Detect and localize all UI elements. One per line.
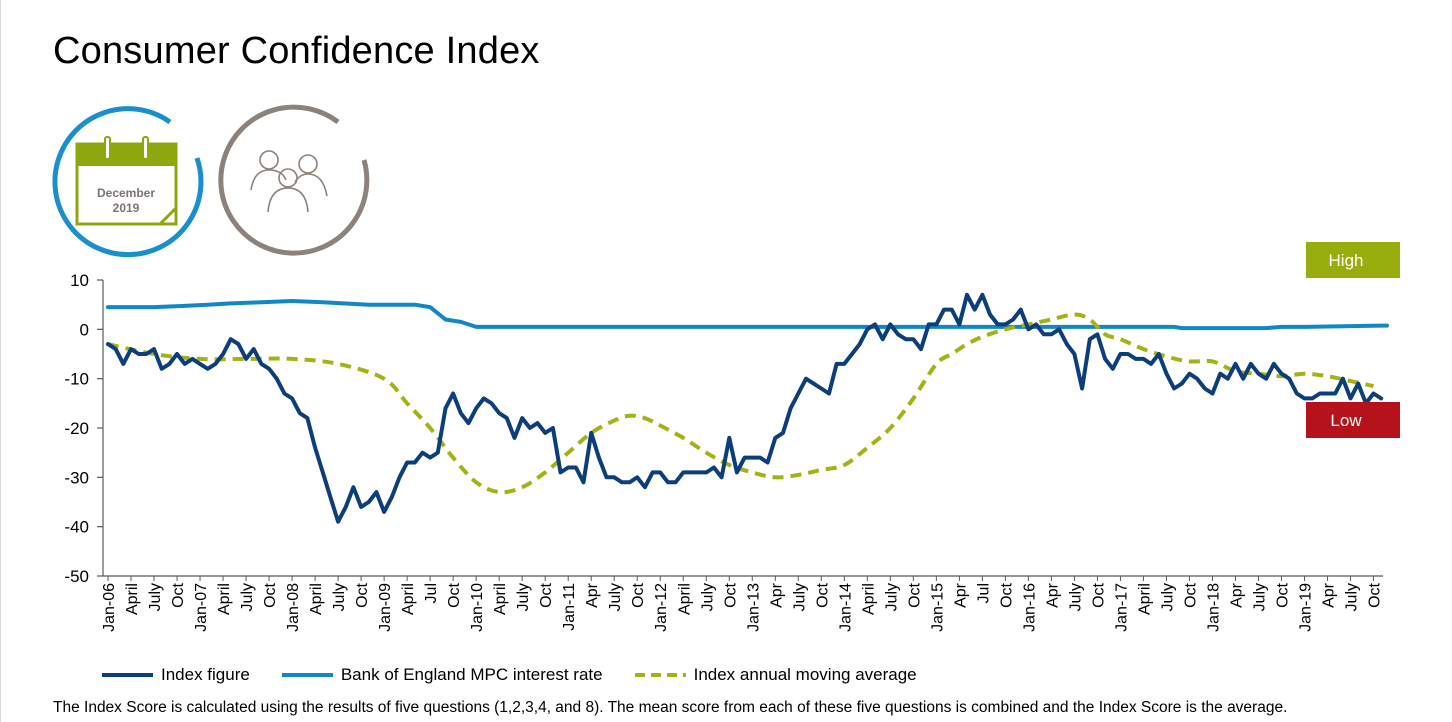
x-axis: Jan-06 April July Oct Jan-07 April July Oct Jan-… <box>101 575 1384 632</box>
x-tick-label: Jan-12 <box>653 583 670 632</box>
calendar-year: 2019 <box>113 201 140 215</box>
legend-label-moving-average: Index annual moving average <box>693 665 917 684</box>
x-tick-label: Jan-13 <box>745 583 762 632</box>
x-tick-label: April <box>492 583 509 615</box>
x-tick-label: April <box>676 583 693 615</box>
x-tick-label: April <box>216 583 233 615</box>
x-tick-label: Apr <box>952 582 969 608</box>
x-tick-label: Jan-19 <box>1298 583 1315 632</box>
x-tick-label: Jan-15 <box>929 583 946 632</box>
x-tick-label: Apr <box>1228 582 1245 608</box>
left-border-rule <box>0 0 1 722</box>
high-label: High <box>1306 242 1400 278</box>
y-tick-label: -40 <box>64 518 89 537</box>
x-tick-label: Oct <box>170 582 187 607</box>
series-line-index-figure <box>106 292 1384 524</box>
legend-swatch-interest-rate <box>281 673 333 677</box>
x-tick-label: July <box>147 583 164 611</box>
x-tick-label: Apr <box>1321 582 1338 608</box>
low-label-box <box>1306 402 1400 438</box>
series-layer <box>106 292 1389 524</box>
x-tick-label: April <box>124 583 141 615</box>
y-tick-label: -50 <box>64 567 89 586</box>
x-tick-label: Jan-16 <box>1021 583 1038 632</box>
x-tick-label: Oct <box>1367 582 1384 607</box>
calendar-month: December <box>97 186 155 200</box>
footnote: The Index Score is calculated using the … <box>53 699 1288 716</box>
x-tick-label: Apr <box>584 582 601 608</box>
people-icon <box>250 150 328 213</box>
x-tick-label: Jan-18 <box>1205 583 1222 632</box>
x-tick-label: July <box>1159 583 1176 611</box>
calendar-ring <box>52 106 204 258</box>
y-axis: 10 0 -10 -20 -30 -40 -50 <box>64 271 104 586</box>
x-tick-label: July <box>1067 583 1084 611</box>
x-tick-label: July <box>515 583 532 611</box>
x-tick-label: Oct <box>1090 582 1107 607</box>
y-tick-label: 10 <box>70 271 89 290</box>
x-tick-label: Oct <box>814 582 831 607</box>
legend-item-interest-rate: Bank of England MPC interest rate <box>280 665 603 685</box>
calendar-icon: December 2019 <box>75 136 178 226</box>
low-label: Low <box>1306 402 1400 438</box>
y-tick-label: -30 <box>64 468 89 487</box>
x-tick-label: Jul <box>975 583 992 603</box>
x-tick-label: Jan-06 <box>101 583 118 632</box>
people-ring <box>218 104 370 256</box>
series-line-moving-average <box>107 312 1374 495</box>
x-tick-label: Oct <box>1275 582 1292 607</box>
x-tick-label: Oct <box>354 582 371 607</box>
x-tick-label: July <box>791 583 808 611</box>
legend: Index figure Bank of England MPC interes… <box>100 664 947 686</box>
x-tick-label: Apr <box>768 582 785 608</box>
y-tick-label: -20 <box>64 419 89 438</box>
x-tick-label: Oct <box>998 582 1015 607</box>
series-line-interest-rate <box>106 299 1389 331</box>
legend-item-index-figure: Index figure <box>100 665 250 685</box>
x-tick-label: Oct <box>1182 582 1199 607</box>
y-tick-label: -10 <box>64 370 89 389</box>
x-tick-label: Oct <box>538 582 555 607</box>
legend-item-moving-average: Index annual moving average <box>633 665 917 685</box>
x-tick-label: Jan-09 <box>377 583 394 632</box>
legend-swatch-index-figure <box>102 673 153 677</box>
y-tick-label: 0 <box>80 320 89 339</box>
page-title: Consumer Confidence Index <box>53 30 540 72</box>
x-tick-label: July <box>239 583 256 611</box>
x-tick-label: July <box>331 583 348 611</box>
x-tick-label: Jan-10 <box>469 583 486 632</box>
x-tick-label: Jan-17 <box>1113 583 1130 632</box>
calendar-badge: December 2019 <box>52 106 204 258</box>
x-tick-label: April <box>308 583 325 615</box>
x-tick-label: July <box>1344 583 1361 611</box>
legend-label-interest-rate: Bank of England MPC interest rate <box>340 665 603 684</box>
x-tick-label: Jan-14 <box>837 583 854 632</box>
x-tick-label: July <box>607 583 624 611</box>
x-tick-label: Jan-11 <box>561 583 578 631</box>
people-badge <box>218 104 370 256</box>
x-tick-label: Oct <box>630 582 647 607</box>
x-tick-label: April <box>1136 583 1153 615</box>
x-tick-label: July <box>699 583 716 611</box>
x-tick-label: Apr <box>1044 582 1061 608</box>
x-tick-label: Oct <box>262 582 279 607</box>
high-label-box <box>1306 242 1400 278</box>
x-tick-label: Oct <box>446 582 463 607</box>
x-tick-label: Jul <box>423 583 440 603</box>
x-tick-label: July <box>883 583 900 611</box>
x-tick-label: April <box>860 583 877 615</box>
x-tick-label: July <box>1252 583 1269 611</box>
high-label-text: High <box>1329 251 1364 270</box>
legend-label-index-figure: Index figure <box>161 665 250 684</box>
x-tick-label: April <box>400 583 417 615</box>
x-tick-label: Jan-07 <box>193 583 210 632</box>
legend-swatch-moving-average <box>634 673 686 677</box>
x-tick-label: Oct <box>722 582 739 607</box>
x-tick-label: Jan-08 <box>285 583 302 632</box>
low-label-text: Low <box>1330 411 1362 430</box>
x-tick-label: Oct <box>906 582 923 607</box>
